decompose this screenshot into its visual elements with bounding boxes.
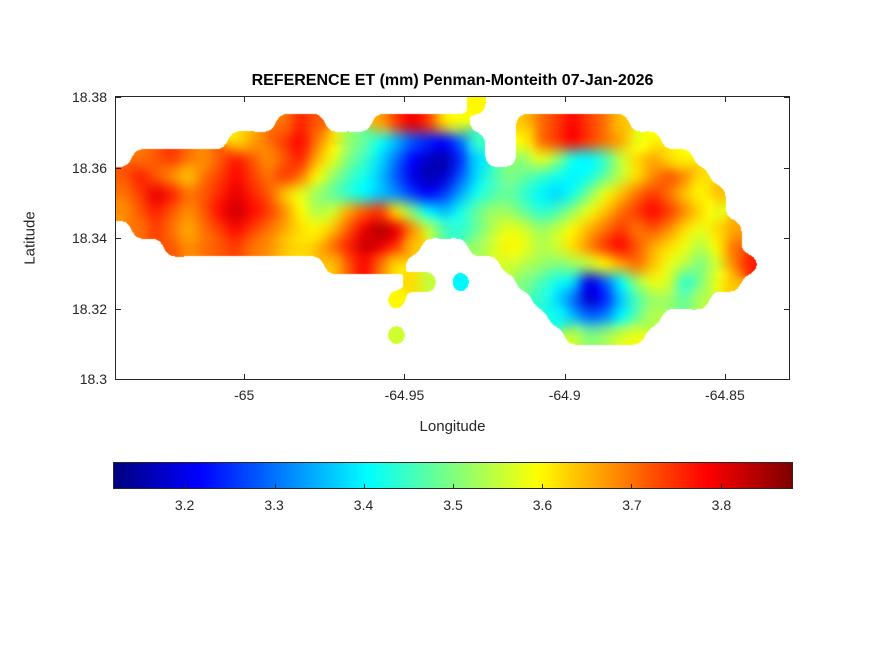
colorbar-tick-mark bbox=[453, 484, 454, 488]
x-tick-label: -65 bbox=[234, 387, 255, 403]
x-tick-label: -64.85 bbox=[705, 387, 745, 403]
colorbar-tick-mark bbox=[363, 484, 365, 488]
colorbar-tick-label: 3.5 bbox=[443, 497, 463, 513]
colorbar-tick-label: 3.6 bbox=[532, 497, 553, 513]
x-tick-mark bbox=[724, 97, 726, 102]
y-tick-mark bbox=[784, 238, 789, 239]
x-tick-mark bbox=[404, 374, 406, 379]
x-tick-mark bbox=[244, 97, 246, 102]
y-tick-mark bbox=[784, 379, 789, 380]
y-tick-mark bbox=[784, 167, 789, 169]
y-tick-mark bbox=[784, 308, 789, 310]
y-tick-mark bbox=[116, 308, 121, 310]
x-axis-label: Longitude bbox=[419, 418, 486, 435]
colorbar-tick-label: 3.7 bbox=[622, 497, 642, 513]
x-tick-mark bbox=[564, 374, 566, 379]
colorbar-tick-mark bbox=[185, 484, 187, 488]
chart-title: REFERENCE ET (mm) Penman-Monteith 07-Jan… bbox=[251, 72, 654, 89]
y-tick-mark bbox=[116, 238, 121, 239]
x-tick-mark bbox=[564, 97, 566, 102]
y-tick-mark bbox=[116, 379, 121, 380]
y-tick-label: 18.36 bbox=[71, 159, 107, 176]
colorbar-tick-label: 3.4 bbox=[353, 497, 374, 513]
heatmap-canvas bbox=[116, 97, 789, 379]
x-tick-mark bbox=[724, 374, 726, 379]
colorbar-tick-mark bbox=[631, 484, 633, 488]
colorbar-tick-label: 3.2 bbox=[174, 497, 195, 513]
colorbar-gradient-canvas bbox=[114, 463, 792, 488]
x-tick-label: -64.9 bbox=[548, 387, 581, 403]
y-tick-mark bbox=[116, 97, 121, 98]
colorbar-tick-mark bbox=[720, 484, 722, 488]
y-tick-mark bbox=[784, 97, 789, 98]
colorbar-tick-label: 3.8 bbox=[711, 497, 732, 513]
y-tick-label: 18.34 bbox=[71, 230, 107, 246]
x-tick-mark bbox=[404, 97, 406, 102]
y-tick-label: 18.38 bbox=[71, 89, 107, 105]
y-axis-label: Latitude bbox=[21, 211, 39, 265]
colorbar bbox=[113, 462, 793, 489]
y-tick-label: 18.3 bbox=[79, 371, 107, 387]
y-tick-label: 18.32 bbox=[71, 300, 107, 317]
x-tick-mark bbox=[244, 374, 246, 379]
x-tick-label: -64.95 bbox=[384, 387, 425, 403]
y-tick-mark bbox=[116, 167, 121, 169]
plot-area: -65 -64.95 -64.9 -64.85 18.3 18.32 18.34 18.36 1… bbox=[72, 89, 790, 403]
colorbar-tick-label: 3.3 bbox=[264, 497, 284, 513]
colorbar-tick-mark bbox=[542, 484, 544, 488]
colorbar-tick-mark bbox=[274, 484, 276, 488]
